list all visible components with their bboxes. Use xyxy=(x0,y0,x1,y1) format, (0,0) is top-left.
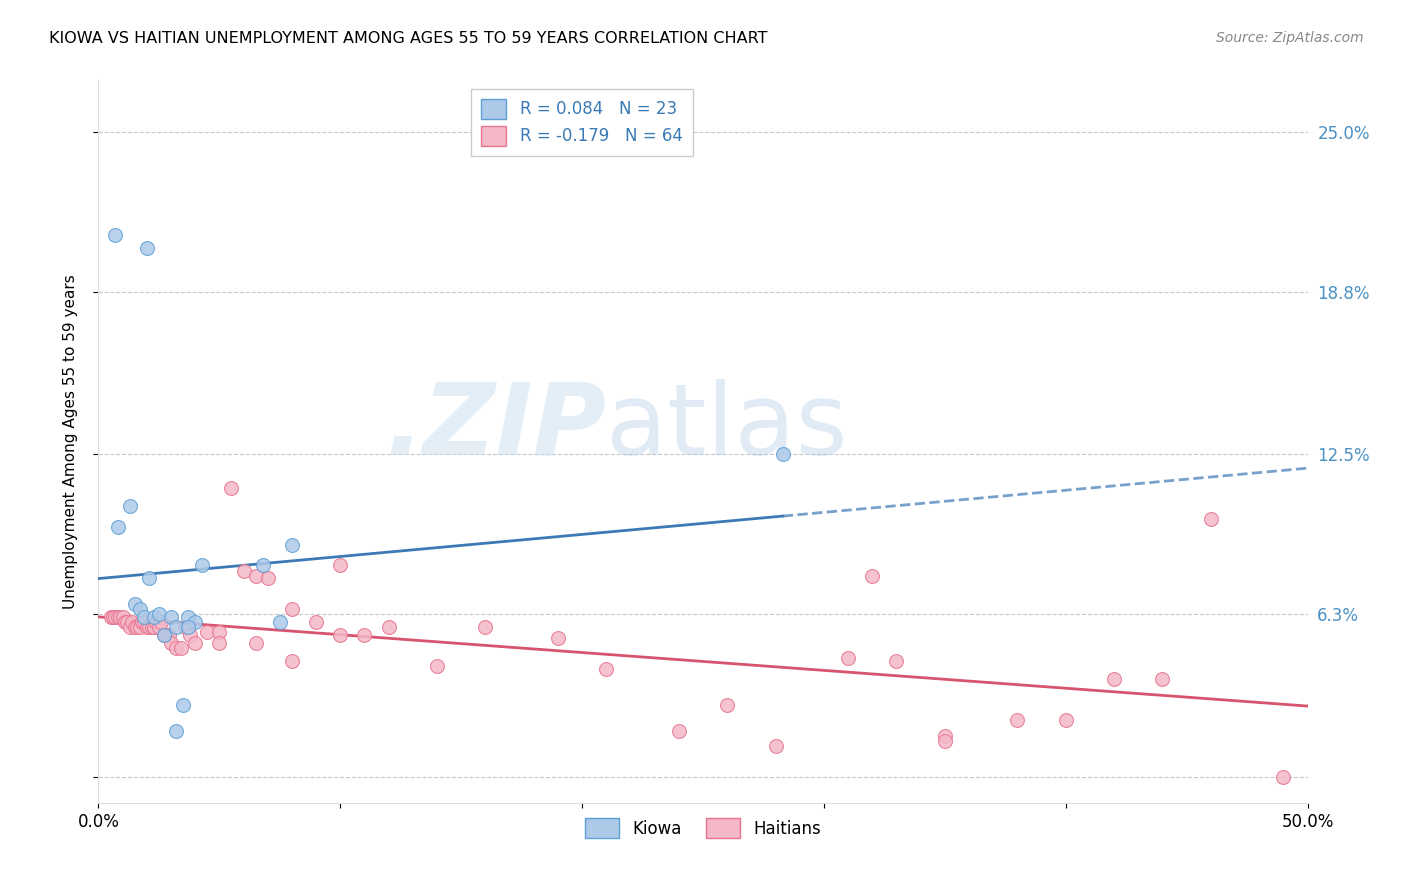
Point xyxy=(329,558,352,573)
Point xyxy=(1199,512,1222,526)
Point xyxy=(184,636,207,650)
Point xyxy=(174,620,197,634)
Point xyxy=(143,620,166,634)
Point xyxy=(281,654,304,668)
Point xyxy=(177,620,200,634)
Point xyxy=(121,615,143,630)
Point xyxy=(165,620,187,634)
Point xyxy=(668,723,690,738)
Point xyxy=(165,723,187,738)
Point xyxy=(329,628,352,642)
Point xyxy=(118,499,141,513)
Point xyxy=(128,620,150,634)
Point xyxy=(184,615,207,630)
Point xyxy=(134,615,156,630)
Point xyxy=(104,610,127,624)
Point xyxy=(860,568,883,582)
Point xyxy=(377,620,399,634)
Point xyxy=(934,729,956,743)
Point xyxy=(160,636,183,650)
Legend: Kiowa, Haitians: Kiowa, Haitians xyxy=(579,812,827,845)
Point xyxy=(165,640,187,655)
Point xyxy=(107,610,129,624)
Point xyxy=(426,659,449,673)
Point xyxy=(160,610,183,624)
Point xyxy=(104,228,127,243)
Point xyxy=(1272,770,1295,784)
Text: KIOWA VS HAITIAN UNEMPLOYMENT AMONG AGES 55 TO 59 YEARS CORRELATION CHART: KIOWA VS HAITIAN UNEMPLOYMENT AMONG AGES… xyxy=(49,31,768,46)
Point xyxy=(886,654,908,668)
Point xyxy=(245,568,267,582)
Point xyxy=(547,631,569,645)
Point xyxy=(107,519,129,533)
Point xyxy=(169,640,191,655)
Point xyxy=(195,625,218,640)
Text: atlas: atlas xyxy=(606,378,848,475)
Point xyxy=(143,610,166,624)
Y-axis label: Unemployment Among Ages 55 to 59 years: Unemployment Among Ages 55 to 59 years xyxy=(63,274,77,609)
Point xyxy=(135,620,157,634)
Text: Source: ZipAtlas.com: Source: ZipAtlas.com xyxy=(1216,31,1364,45)
Point xyxy=(245,636,267,650)
Point xyxy=(353,628,375,642)
Point xyxy=(281,538,304,552)
Point xyxy=(124,620,146,634)
Point xyxy=(100,610,122,624)
Point xyxy=(127,620,149,634)
Point xyxy=(134,610,156,624)
Point xyxy=(716,698,738,712)
Point xyxy=(772,447,794,461)
Point xyxy=(1102,672,1125,686)
Point xyxy=(191,558,214,573)
Point xyxy=(172,698,194,712)
Point xyxy=(837,651,859,665)
Point xyxy=(1152,672,1174,686)
Point xyxy=(131,615,153,630)
Point xyxy=(128,602,150,616)
Point xyxy=(934,734,956,748)
Point xyxy=(118,620,141,634)
Point xyxy=(138,571,160,585)
Point xyxy=(111,610,134,624)
Point xyxy=(148,607,170,622)
Point xyxy=(108,610,131,624)
Point xyxy=(117,615,139,630)
Point xyxy=(148,620,170,634)
Point xyxy=(152,628,174,642)
Point xyxy=(256,571,278,585)
Point xyxy=(305,615,328,630)
Point xyxy=(138,620,160,634)
Point xyxy=(152,628,174,642)
Text: .ZIP: .ZIP xyxy=(385,378,606,475)
Point xyxy=(595,662,617,676)
Point xyxy=(141,620,163,634)
Point xyxy=(150,615,173,630)
Point xyxy=(124,597,146,611)
Point xyxy=(208,625,231,640)
Point xyxy=(179,628,201,642)
Point xyxy=(232,564,254,578)
Point xyxy=(114,615,136,630)
Point xyxy=(145,615,167,630)
Point xyxy=(474,620,496,634)
Point xyxy=(269,615,291,630)
Point xyxy=(155,628,177,642)
Point xyxy=(177,610,200,624)
Point xyxy=(101,610,124,624)
Point xyxy=(135,241,157,255)
Point xyxy=(281,602,304,616)
Point xyxy=(1007,713,1029,727)
Point xyxy=(1054,713,1077,727)
Point xyxy=(252,558,274,573)
Point xyxy=(208,636,231,650)
Point xyxy=(157,628,180,642)
Point xyxy=(221,481,243,495)
Point xyxy=(765,739,787,753)
